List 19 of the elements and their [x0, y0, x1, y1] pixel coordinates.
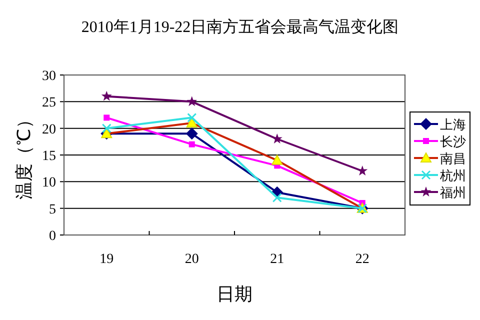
y-axis-title: 温度（℃）	[14, 110, 34, 200]
legend-label: 南昌	[440, 151, 466, 166]
legend-label: 长沙	[440, 134, 466, 149]
y-tick-label: 15	[42, 149, 56, 164]
x-tick-label: 20	[184, 252, 199, 267]
legend-label: 上海	[440, 117, 466, 132]
y-tick-label: 5	[49, 202, 56, 218]
legend-label: 福州	[440, 185, 466, 200]
y-tick-label: 25	[42, 96, 56, 111]
legend-label: 杭州	[439, 168, 466, 183]
x-axis-title: 日期	[216, 284, 252, 304]
x-tick-label: 19	[100, 252, 114, 267]
y-tick-label: 10	[42, 176, 56, 191]
y-tick-label: 30	[42, 69, 56, 84]
title: 2010年1月19-22日南方五省会最高气温变化图	[81, 19, 399, 36]
y-tick-label: 20	[42, 122, 56, 138]
y-tick-label: 0	[49, 229, 56, 244]
x-tick-label: 22	[355, 252, 370, 267]
x-tick-label: 21	[270, 252, 284, 267]
